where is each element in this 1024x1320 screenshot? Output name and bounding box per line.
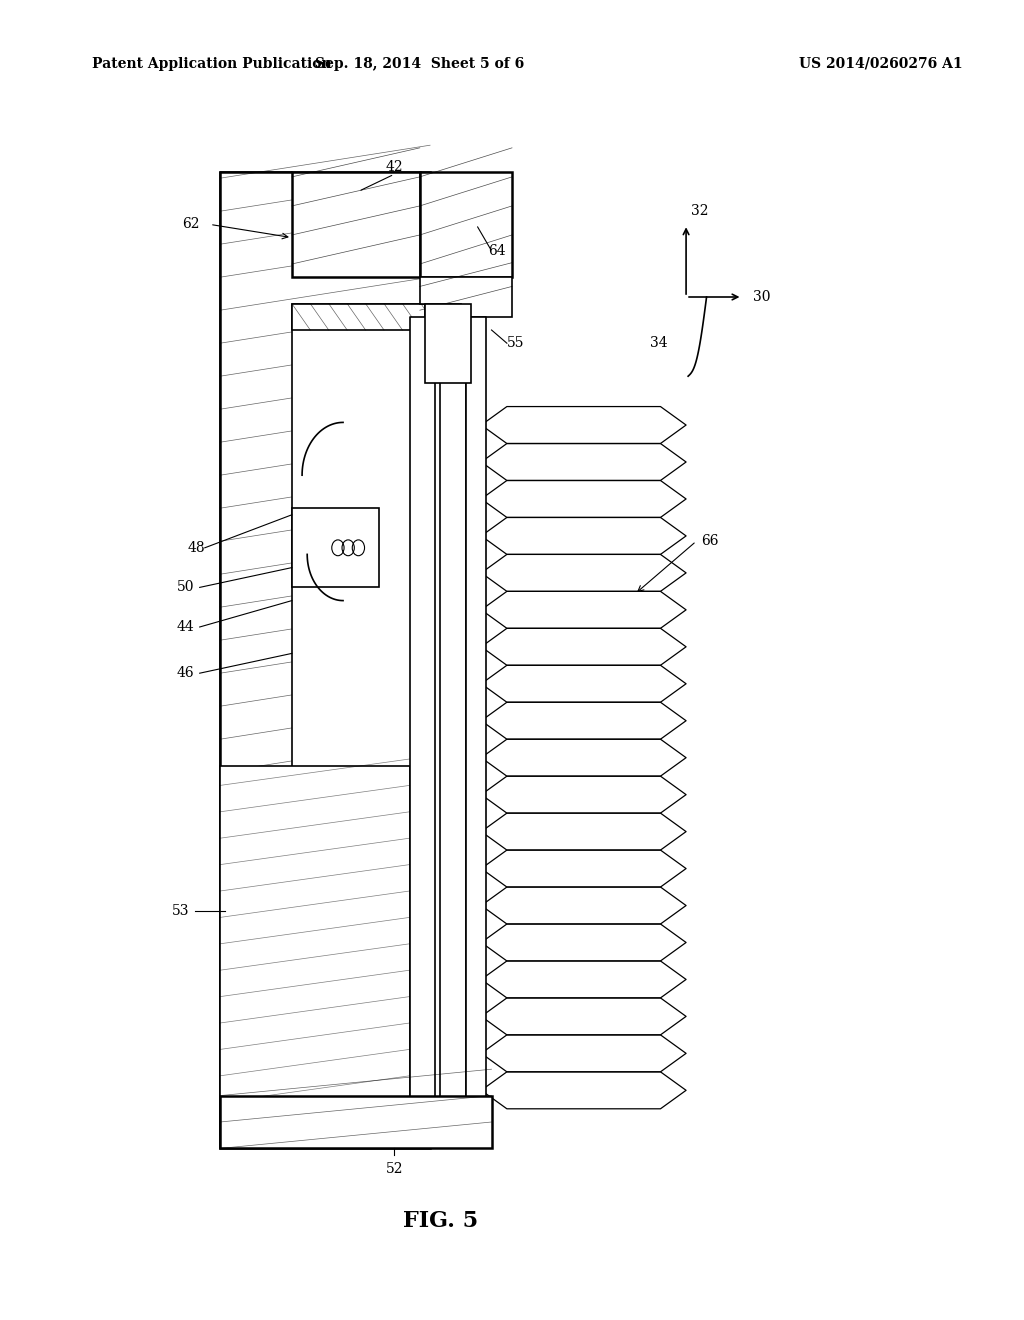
Text: 55: 55 <box>507 337 524 350</box>
Polygon shape <box>425 304 471 383</box>
Text: 46: 46 <box>177 667 195 680</box>
Text: 34: 34 <box>650 337 668 350</box>
Text: FIG. 5: FIG. 5 <box>402 1210 478 1232</box>
Text: 64: 64 <box>487 244 506 257</box>
Polygon shape <box>220 766 410 1135</box>
Text: 32: 32 <box>691 205 709 218</box>
Text: Sep. 18, 2014  Sheet 5 of 6: Sep. 18, 2014 Sheet 5 of 6 <box>315 57 524 71</box>
Text: 52: 52 <box>385 1162 403 1176</box>
Polygon shape <box>220 172 430 1148</box>
Text: 66: 66 <box>701 535 719 548</box>
Text: US 2014/0260276 A1: US 2014/0260276 A1 <box>799 57 963 71</box>
Polygon shape <box>292 508 379 587</box>
Text: Patent Application Publication: Patent Application Publication <box>92 57 332 71</box>
Text: 48: 48 <box>187 541 205 554</box>
Polygon shape <box>220 1096 492 1148</box>
FancyBboxPatch shape <box>292 304 425 858</box>
Text: 50: 50 <box>177 581 195 594</box>
Polygon shape <box>420 277 512 317</box>
Text: 44: 44 <box>177 620 195 634</box>
Text: 30: 30 <box>753 290 770 304</box>
Polygon shape <box>420 172 512 277</box>
Polygon shape <box>292 172 420 277</box>
Text: 42: 42 <box>385 160 403 174</box>
Text: 53: 53 <box>172 904 189 917</box>
Text: 62: 62 <box>182 218 200 231</box>
